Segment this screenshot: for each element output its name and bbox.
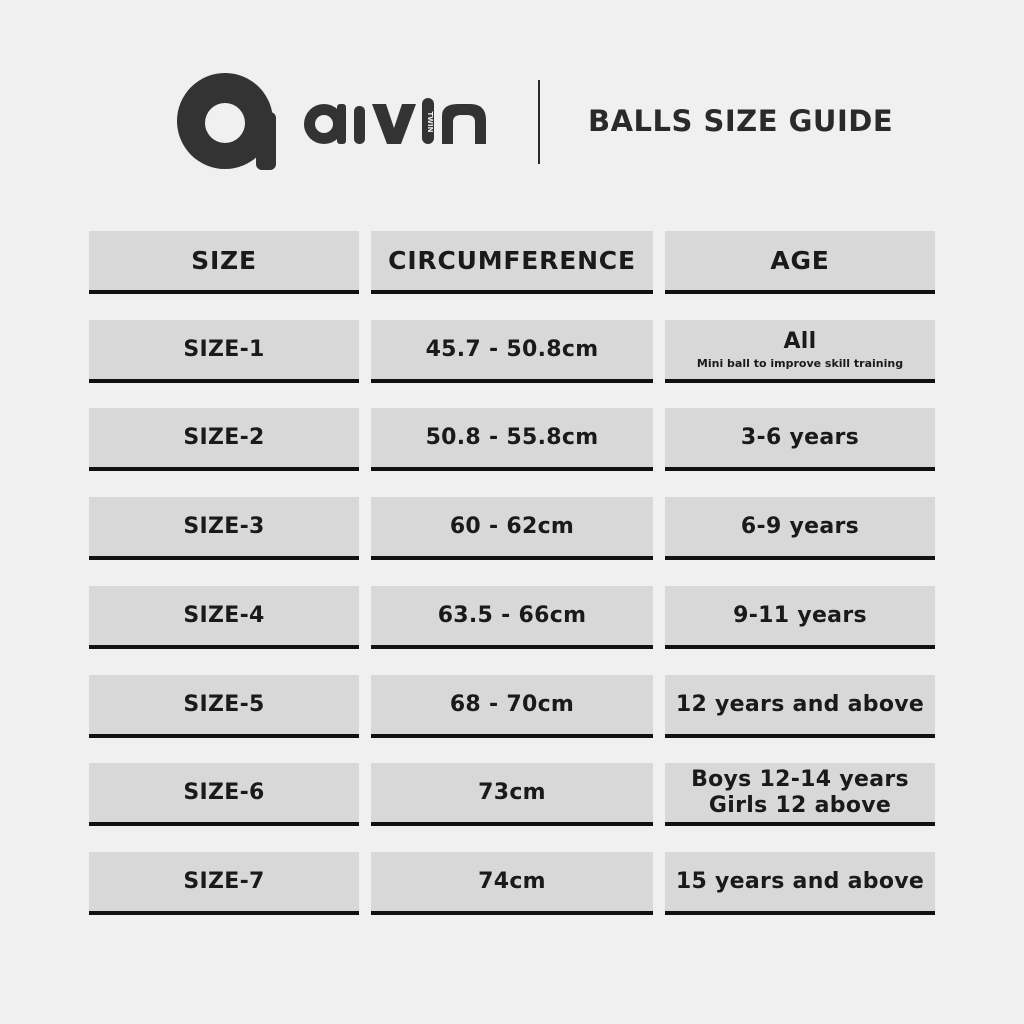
table-row-4-circumference: 63.5 - 66cm [371, 586, 653, 649]
column-header-label: CIRCUMFERENCE [388, 245, 636, 275]
column-header-circumference: CIRCUMFERENCE [371, 231, 653, 294]
table-row-3-circumference: 60 - 62cm [371, 497, 653, 560]
circumference-value: 68 - 70cm [449, 691, 575, 717]
header: TWIN BALLS SIZE GUIDE [0, 0, 1024, 200]
table-row-6-circumference: 73cm [371, 763, 653, 826]
table-row-5-circumference: 68 - 70cm [371, 675, 653, 738]
column-header-label: AGE [770, 245, 830, 275]
table-row-2-size: SIZE-2 [89, 408, 359, 471]
table-row-1-circumference: 45.7 - 50.8cm [371, 320, 653, 383]
table-row-1-age: All Mini ball to improve skill training [665, 320, 935, 383]
table-row-6-size: SIZE-6 [89, 763, 359, 826]
brand-wordmark-icon: TWIN [304, 98, 486, 144]
table-row-7-age: 15 years and above [665, 852, 935, 915]
size-label: SIZE-7 [183, 868, 265, 894]
age-value: 12 years and above [675, 691, 925, 717]
table-row-3-size: SIZE-3 [89, 497, 359, 560]
svg-text:TWIN: TWIN [426, 112, 434, 133]
header-divider [538, 80, 540, 164]
circumference-value: 63.5 - 66cm [437, 602, 587, 628]
table-row-2-age: 3-6 years [665, 408, 935, 471]
size-label: SIZE-3 [183, 513, 265, 539]
table-row-3-age: 6-9 years [665, 497, 935, 560]
size-label: SIZE-2 [183, 424, 265, 450]
table-row-7-size: SIZE-7 [89, 852, 359, 915]
table-row-6-age: Boys 12-14 years Girls 12 above [665, 763, 935, 826]
age-value: 3-6 years [740, 424, 860, 450]
size-label: SIZE-4 [183, 602, 265, 628]
size-label: SIZE-5 [183, 691, 265, 717]
age-value: Boys 12-14 years [691, 766, 909, 792]
size-label: SIZE-1 [183, 336, 265, 362]
column-header-label: SIZE [191, 245, 257, 275]
table-row-2-circumference: 50.8 - 55.8cm [371, 408, 653, 471]
page-title: BALLS SIZE GUIDE [588, 104, 894, 138]
table-row-1-size: SIZE-1 [89, 320, 359, 383]
age-note: Mini ball to improve skill training [696, 356, 904, 370]
age-value-line-2: Girls 12 above [708, 792, 892, 818]
table-row-5-age: 12 years and above [665, 675, 935, 738]
age-value: 6-9 years [740, 513, 860, 539]
brand-logo-icon [177, 73, 276, 170]
column-header-age: AGE [665, 231, 935, 294]
table-row-7-circumference: 74cm [371, 852, 653, 915]
circumference-value: 50.8 - 55.8cm [425, 424, 599, 450]
column-header-size: SIZE [89, 231, 359, 294]
table-row-4-size: SIZE-4 [89, 586, 359, 649]
age-value: All [783, 328, 817, 354]
age-value: 9-11 years [733, 602, 867, 628]
circumference-value: 60 - 62cm [449, 513, 575, 539]
table-row-5-size: SIZE-5 [89, 675, 359, 738]
table-row-4-age: 9-11 years [665, 586, 935, 649]
size-label: SIZE-6 [183, 779, 265, 805]
circumference-value: 74cm [478, 868, 546, 894]
circumference-value: 45.7 - 50.8cm [425, 336, 599, 362]
circumference-value: 73cm [478, 779, 546, 805]
age-value: 15 years and above [675, 868, 925, 894]
